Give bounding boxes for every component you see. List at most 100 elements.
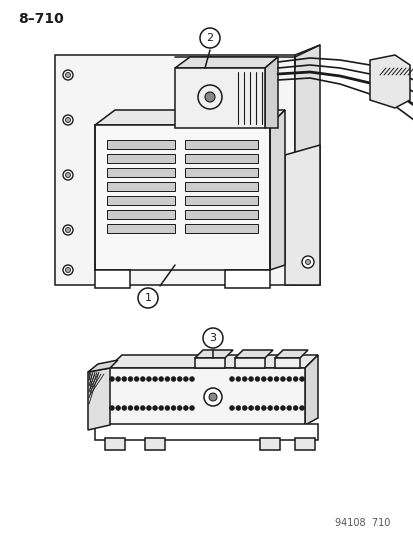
Polygon shape (185, 168, 257, 177)
Circle shape (109, 406, 114, 410)
Polygon shape (264, 57, 277, 128)
Polygon shape (274, 358, 299, 368)
Polygon shape (185, 154, 257, 163)
Circle shape (115, 406, 120, 410)
Polygon shape (294, 438, 314, 450)
Circle shape (109, 376, 114, 382)
Polygon shape (284, 145, 319, 285)
Circle shape (65, 228, 70, 232)
Circle shape (121, 376, 126, 382)
Circle shape (204, 92, 214, 102)
Circle shape (183, 376, 188, 382)
Circle shape (254, 406, 259, 410)
Circle shape (121, 406, 126, 410)
Circle shape (183, 406, 188, 410)
Circle shape (261, 406, 266, 410)
Polygon shape (195, 350, 233, 358)
Circle shape (65, 173, 70, 177)
Circle shape (134, 406, 139, 410)
Polygon shape (185, 140, 257, 149)
Polygon shape (95, 270, 130, 288)
Circle shape (235, 376, 240, 382)
Circle shape (229, 406, 234, 410)
Circle shape (280, 376, 285, 382)
Polygon shape (274, 350, 307, 358)
Circle shape (65, 268, 70, 272)
Polygon shape (105, 438, 125, 450)
Polygon shape (107, 168, 175, 177)
Polygon shape (294, 45, 319, 285)
Circle shape (152, 376, 157, 382)
Polygon shape (107, 224, 175, 233)
Polygon shape (107, 196, 175, 205)
Polygon shape (108, 355, 317, 368)
Polygon shape (185, 210, 257, 219)
Circle shape (63, 115, 73, 125)
Polygon shape (55, 55, 294, 285)
Text: 8–710: 8–710 (18, 12, 64, 26)
Circle shape (146, 406, 151, 410)
Circle shape (204, 388, 221, 406)
Circle shape (209, 393, 216, 401)
Circle shape (189, 376, 194, 382)
Circle shape (299, 376, 304, 382)
Circle shape (286, 406, 291, 410)
Polygon shape (88, 360, 118, 372)
Circle shape (115, 376, 120, 382)
Circle shape (292, 376, 297, 382)
Circle shape (202, 328, 223, 348)
Polygon shape (88, 368, 110, 430)
Circle shape (63, 70, 73, 80)
Circle shape (235, 406, 240, 410)
Circle shape (286, 376, 291, 382)
Circle shape (65, 72, 70, 77)
Polygon shape (269, 110, 284, 270)
Polygon shape (107, 182, 175, 191)
Circle shape (65, 117, 70, 123)
Circle shape (140, 406, 145, 410)
Circle shape (301, 256, 313, 268)
Circle shape (158, 406, 163, 410)
Circle shape (305, 260, 310, 264)
Circle shape (189, 406, 194, 410)
Circle shape (229, 376, 234, 382)
Circle shape (146, 376, 151, 382)
Circle shape (242, 406, 247, 410)
Polygon shape (107, 140, 175, 149)
Circle shape (128, 376, 133, 382)
Polygon shape (95, 110, 284, 125)
Circle shape (171, 376, 176, 382)
Circle shape (273, 406, 278, 410)
Circle shape (177, 406, 182, 410)
Polygon shape (185, 196, 257, 205)
Circle shape (171, 406, 176, 410)
Circle shape (254, 376, 259, 382)
Text: 94108  710: 94108 710 (334, 518, 389, 528)
Polygon shape (235, 358, 264, 368)
Circle shape (152, 406, 157, 410)
Polygon shape (107, 154, 175, 163)
Circle shape (292, 406, 297, 410)
Polygon shape (235, 350, 272, 358)
Polygon shape (304, 355, 317, 425)
Circle shape (199, 28, 219, 48)
Circle shape (63, 225, 73, 235)
Circle shape (63, 265, 73, 275)
Polygon shape (195, 358, 224, 368)
Polygon shape (224, 270, 269, 288)
Polygon shape (185, 224, 257, 233)
Polygon shape (185, 182, 257, 191)
Polygon shape (175, 68, 264, 128)
Circle shape (242, 376, 247, 382)
Circle shape (128, 406, 133, 410)
Polygon shape (107, 210, 175, 219)
Circle shape (267, 376, 272, 382)
Text: 2: 2 (206, 33, 213, 43)
Polygon shape (175, 57, 277, 68)
Circle shape (248, 406, 253, 410)
Circle shape (158, 376, 163, 382)
Polygon shape (145, 438, 165, 450)
Circle shape (177, 376, 182, 382)
Circle shape (273, 376, 278, 382)
Circle shape (248, 376, 253, 382)
